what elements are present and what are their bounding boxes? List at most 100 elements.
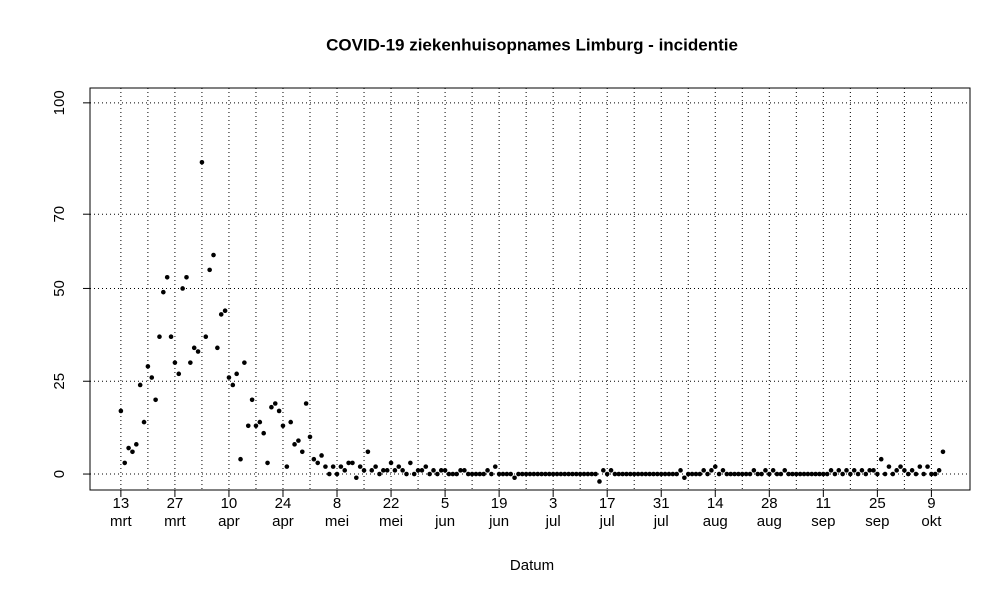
point xyxy=(778,471,784,477)
point xyxy=(245,423,251,429)
point xyxy=(203,334,209,339)
point xyxy=(168,334,174,339)
x-tick-label: 19 jun xyxy=(488,495,509,530)
point xyxy=(334,471,340,477)
y-tick-label: 100 xyxy=(51,90,68,115)
x-tick-label: 11 sep xyxy=(811,495,835,530)
point xyxy=(620,471,625,477)
point xyxy=(303,401,309,406)
x-tick-label: 8 mei xyxy=(325,495,349,530)
point xyxy=(419,468,425,473)
point xyxy=(801,471,807,477)
point xyxy=(296,438,301,443)
point xyxy=(709,468,714,473)
point xyxy=(377,471,382,477)
point xyxy=(566,471,571,477)
tick-label-line: 28 xyxy=(761,495,778,512)
point xyxy=(323,464,328,469)
point xyxy=(512,475,517,481)
point xyxy=(890,471,896,477)
point xyxy=(388,460,394,466)
point xyxy=(697,471,703,477)
tick-label-line: 22 xyxy=(383,495,400,512)
point xyxy=(326,471,332,477)
point xyxy=(272,401,278,406)
x-tick-label: 10 apr xyxy=(218,495,240,530)
point xyxy=(871,468,876,473)
point xyxy=(593,471,598,477)
point xyxy=(330,464,336,469)
point xyxy=(585,471,591,477)
point xyxy=(315,460,321,466)
point xyxy=(415,468,421,473)
point xyxy=(346,460,351,466)
point xyxy=(292,442,297,447)
point xyxy=(658,471,664,477)
tick-label-line: mei xyxy=(379,513,403,530)
point xyxy=(257,419,263,425)
point xyxy=(828,468,834,473)
point xyxy=(624,471,629,477)
point xyxy=(902,468,907,473)
x-tick-label: 3 jul xyxy=(545,495,561,530)
tick-label-line: 8 xyxy=(333,495,341,512)
point xyxy=(130,449,135,455)
point xyxy=(188,360,193,365)
point xyxy=(562,471,568,477)
point xyxy=(886,464,892,469)
point xyxy=(848,471,853,477)
x-tick-label: 22 mei xyxy=(379,495,403,530)
x-tick-label: 27 mrt xyxy=(164,495,186,530)
y-tick-label: 0 xyxy=(51,470,68,478)
point xyxy=(172,360,178,365)
x-tick-label: 24 apr xyxy=(272,495,294,530)
point xyxy=(670,471,676,477)
point xyxy=(299,449,305,455)
point xyxy=(473,471,479,477)
point xyxy=(435,471,440,477)
point xyxy=(400,468,405,473)
point xyxy=(446,471,452,477)
chart-title: COVID-19 ziekenhuisopnames Limburg - inc… xyxy=(326,35,738,54)
point xyxy=(817,471,822,477)
point xyxy=(496,471,502,477)
point xyxy=(319,453,324,458)
point xyxy=(913,471,919,477)
point xyxy=(732,471,737,477)
tick-label-line: apr xyxy=(272,513,294,530)
point xyxy=(909,468,915,473)
y-tick-label: 50 xyxy=(51,280,68,297)
point xyxy=(782,468,788,473)
point xyxy=(516,471,521,477)
point xyxy=(527,471,533,477)
point xyxy=(940,449,946,455)
point xyxy=(608,468,614,473)
point xyxy=(408,460,413,466)
point xyxy=(932,471,938,477)
point xyxy=(550,471,556,477)
tick-label-line: 24 xyxy=(275,495,292,512)
point xyxy=(153,397,158,403)
tick-label-line: mei xyxy=(325,513,349,530)
point xyxy=(712,464,718,469)
point xyxy=(755,471,761,477)
tick-label-line: 25 xyxy=(869,495,886,512)
point xyxy=(859,468,865,473)
point xyxy=(191,345,197,351)
point xyxy=(794,471,799,477)
point xyxy=(898,464,903,469)
point xyxy=(118,408,124,414)
point xyxy=(855,471,861,477)
point xyxy=(350,460,355,466)
point xyxy=(384,468,390,473)
point xyxy=(373,464,378,469)
point xyxy=(145,364,151,369)
point xyxy=(500,471,506,477)
point xyxy=(693,471,699,477)
x-tick-label: 14 aug xyxy=(703,495,728,530)
x-tick-label: 31 jul xyxy=(653,495,670,530)
point xyxy=(249,397,255,403)
point xyxy=(612,471,618,477)
point xyxy=(462,468,467,473)
point xyxy=(655,471,660,477)
